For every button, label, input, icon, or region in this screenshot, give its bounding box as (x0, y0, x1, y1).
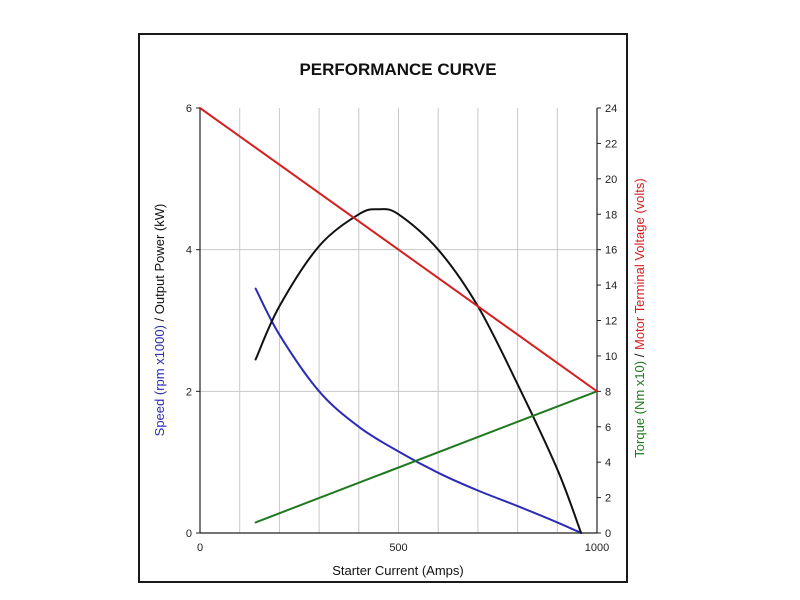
y-right-tick-label: 24 (605, 103, 617, 115)
y-right-tick-label: 6 (605, 422, 611, 434)
power-series-line (254, 208, 583, 534)
y-left-tick-label: 2 (186, 386, 192, 398)
chart-title: PERFORMANCE CURVE (299, 60, 496, 79)
torque-axis-label: Torque (Nm x10) (632, 361, 647, 458)
left-axis-separator: / (152, 317, 167, 321)
voltage-axis-label: Motor Terminal Voltage (volts) (632, 178, 647, 350)
y-axis-left-label: Speed (rpm x1000) / Output Power (kW) (152, 204, 167, 437)
y-right-tick-label: 8 (605, 386, 611, 398)
grid (200, 108, 597, 533)
y-left-tick-label: 6 (186, 103, 192, 115)
y-right-tick-label: 16 (605, 245, 617, 257)
x-tick-label: 1000 (585, 542, 609, 554)
y-right-tick-label: 4 (605, 457, 611, 469)
x-tick-label: 500 (389, 542, 407, 554)
right-axis-separator: / (632, 353, 647, 357)
x-tick-label: 0 (197, 542, 203, 554)
y-right-tick-label: 12 (605, 316, 617, 328)
y-axis-right-label: Torque (Nm x10) / Motor Terminal Voltage… (632, 178, 647, 457)
y-right-tick-label: 14 (605, 280, 617, 292)
y-right-tick-label: 2 (605, 493, 611, 505)
y-right-tick-label: 10 (605, 351, 617, 363)
torque-series-line (254, 390, 598, 524)
y-left-tick-label: 0 (186, 528, 192, 540)
y-right-tick-label: 18 (605, 209, 617, 221)
y-right-tick-label: 22 (605, 138, 617, 150)
series-layer (199, 107, 598, 534)
voltage-series-line (199, 107, 598, 393)
power-axis-label: Output Power (kW) (152, 204, 167, 315)
y-left-tick-label: 4 (186, 245, 192, 257)
y-right-tick-label: 20 (605, 174, 617, 186)
speed-axis-label: Speed (rpm x1000) (152, 325, 167, 436)
y-right-tick-label: 0 (605, 528, 611, 540)
x-axis-label: Starter Current (Amps) (332, 563, 463, 578)
